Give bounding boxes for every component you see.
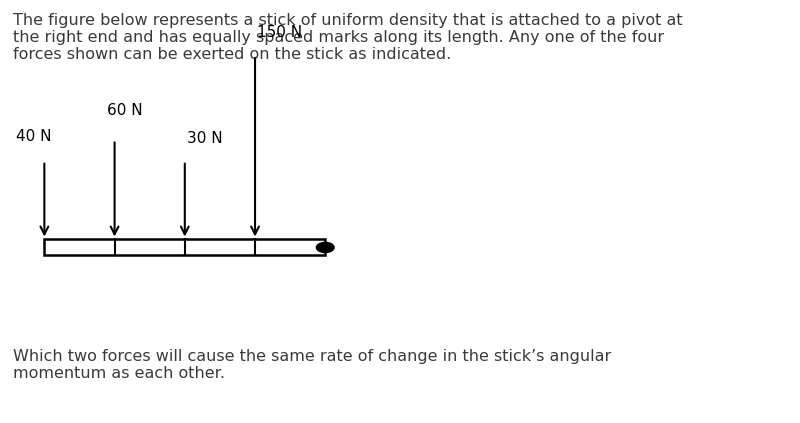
Text: The figure below represents a stick of uniform density that is attached to a piv: The figure below represents a stick of u… [14,13,683,63]
Text: 40 N: 40 N [16,129,52,144]
Circle shape [316,242,334,253]
Text: 30 N: 30 N [187,131,222,146]
FancyBboxPatch shape [44,239,326,255]
Text: 60 N: 60 N [107,104,143,118]
Text: Which two forces will cause the same rate of change in the stick’s angular
momen: Which two forces will cause the same rat… [14,349,611,382]
Text: 150 N: 150 N [258,25,302,40]
